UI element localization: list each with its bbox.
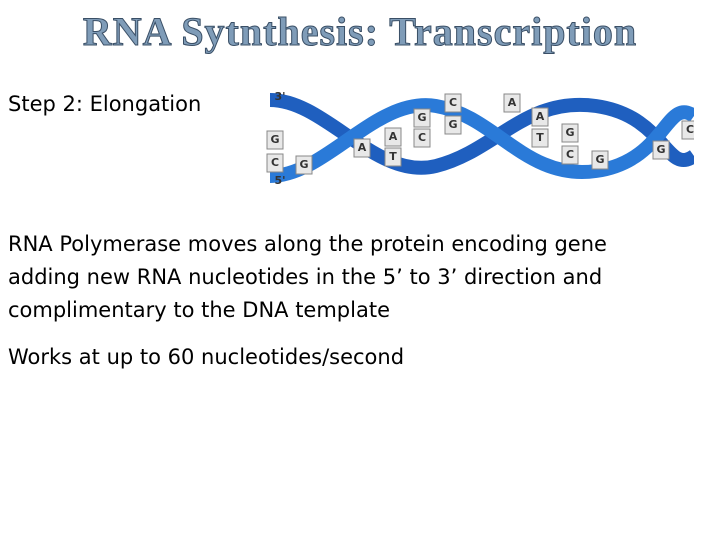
- base-box: [561, 145, 579, 165]
- base-box: [444, 93, 462, 113]
- base-letter: G: [595, 153, 604, 166]
- base-box: [295, 155, 313, 175]
- base-letter: G: [656, 143, 665, 156]
- base-letter: A: [389, 130, 398, 143]
- base-letter: A: [358, 141, 367, 154]
- base-letter: C: [566, 148, 574, 161]
- base-box: [531, 107, 549, 127]
- base-letter: G: [270, 133, 279, 146]
- base-letter: A: [536, 110, 545, 123]
- title: RNA Sytnthesis: Transcription: [82, 9, 638, 55]
- base-box: [503, 93, 521, 113]
- base-box: [266, 153, 284, 173]
- base-letter: T: [536, 131, 544, 144]
- base-letter: C: [686, 123, 694, 136]
- base-letter: G: [299, 158, 308, 171]
- base-letter: C: [449, 96, 457, 109]
- base-box: [413, 128, 431, 148]
- body-line: RNA Polymerase moves along the protein e…: [8, 232, 607, 256]
- base-letter: T: [389, 150, 397, 163]
- base-box: [531, 128, 549, 148]
- base-letter: C: [271, 156, 279, 169]
- base-letter: G: [448, 118, 457, 131]
- base-letter: G: [417, 111, 426, 124]
- base-box: [591, 150, 609, 170]
- body-line: adding new RNA nucleotides in the 5’ to …: [8, 265, 603, 289]
- base-letter: A: [508, 96, 517, 109]
- strand-label: 5': [274, 174, 285, 187]
- base-letter: G: [565, 126, 574, 139]
- base-box: [652, 140, 670, 160]
- strand-label: 3': [274, 90, 285, 103]
- base-box: [413, 108, 431, 128]
- base-box: [444, 115, 462, 135]
- rate-text: Works at up to 60 nucleotides/second: [8, 345, 405, 369]
- base-box: [353, 138, 371, 158]
- base-box: [384, 147, 402, 167]
- body-line: complimentary to the DNA template: [8, 298, 390, 322]
- base-box: [384, 127, 402, 147]
- base-box: [561, 123, 579, 143]
- dna-strand: [269, 98, 694, 183]
- base-box: [681, 120, 694, 140]
- step-label: Step 2: Elongation: [8, 92, 202, 116]
- base-letter: C: [418, 131, 426, 144]
- base-box: [266, 130, 284, 150]
